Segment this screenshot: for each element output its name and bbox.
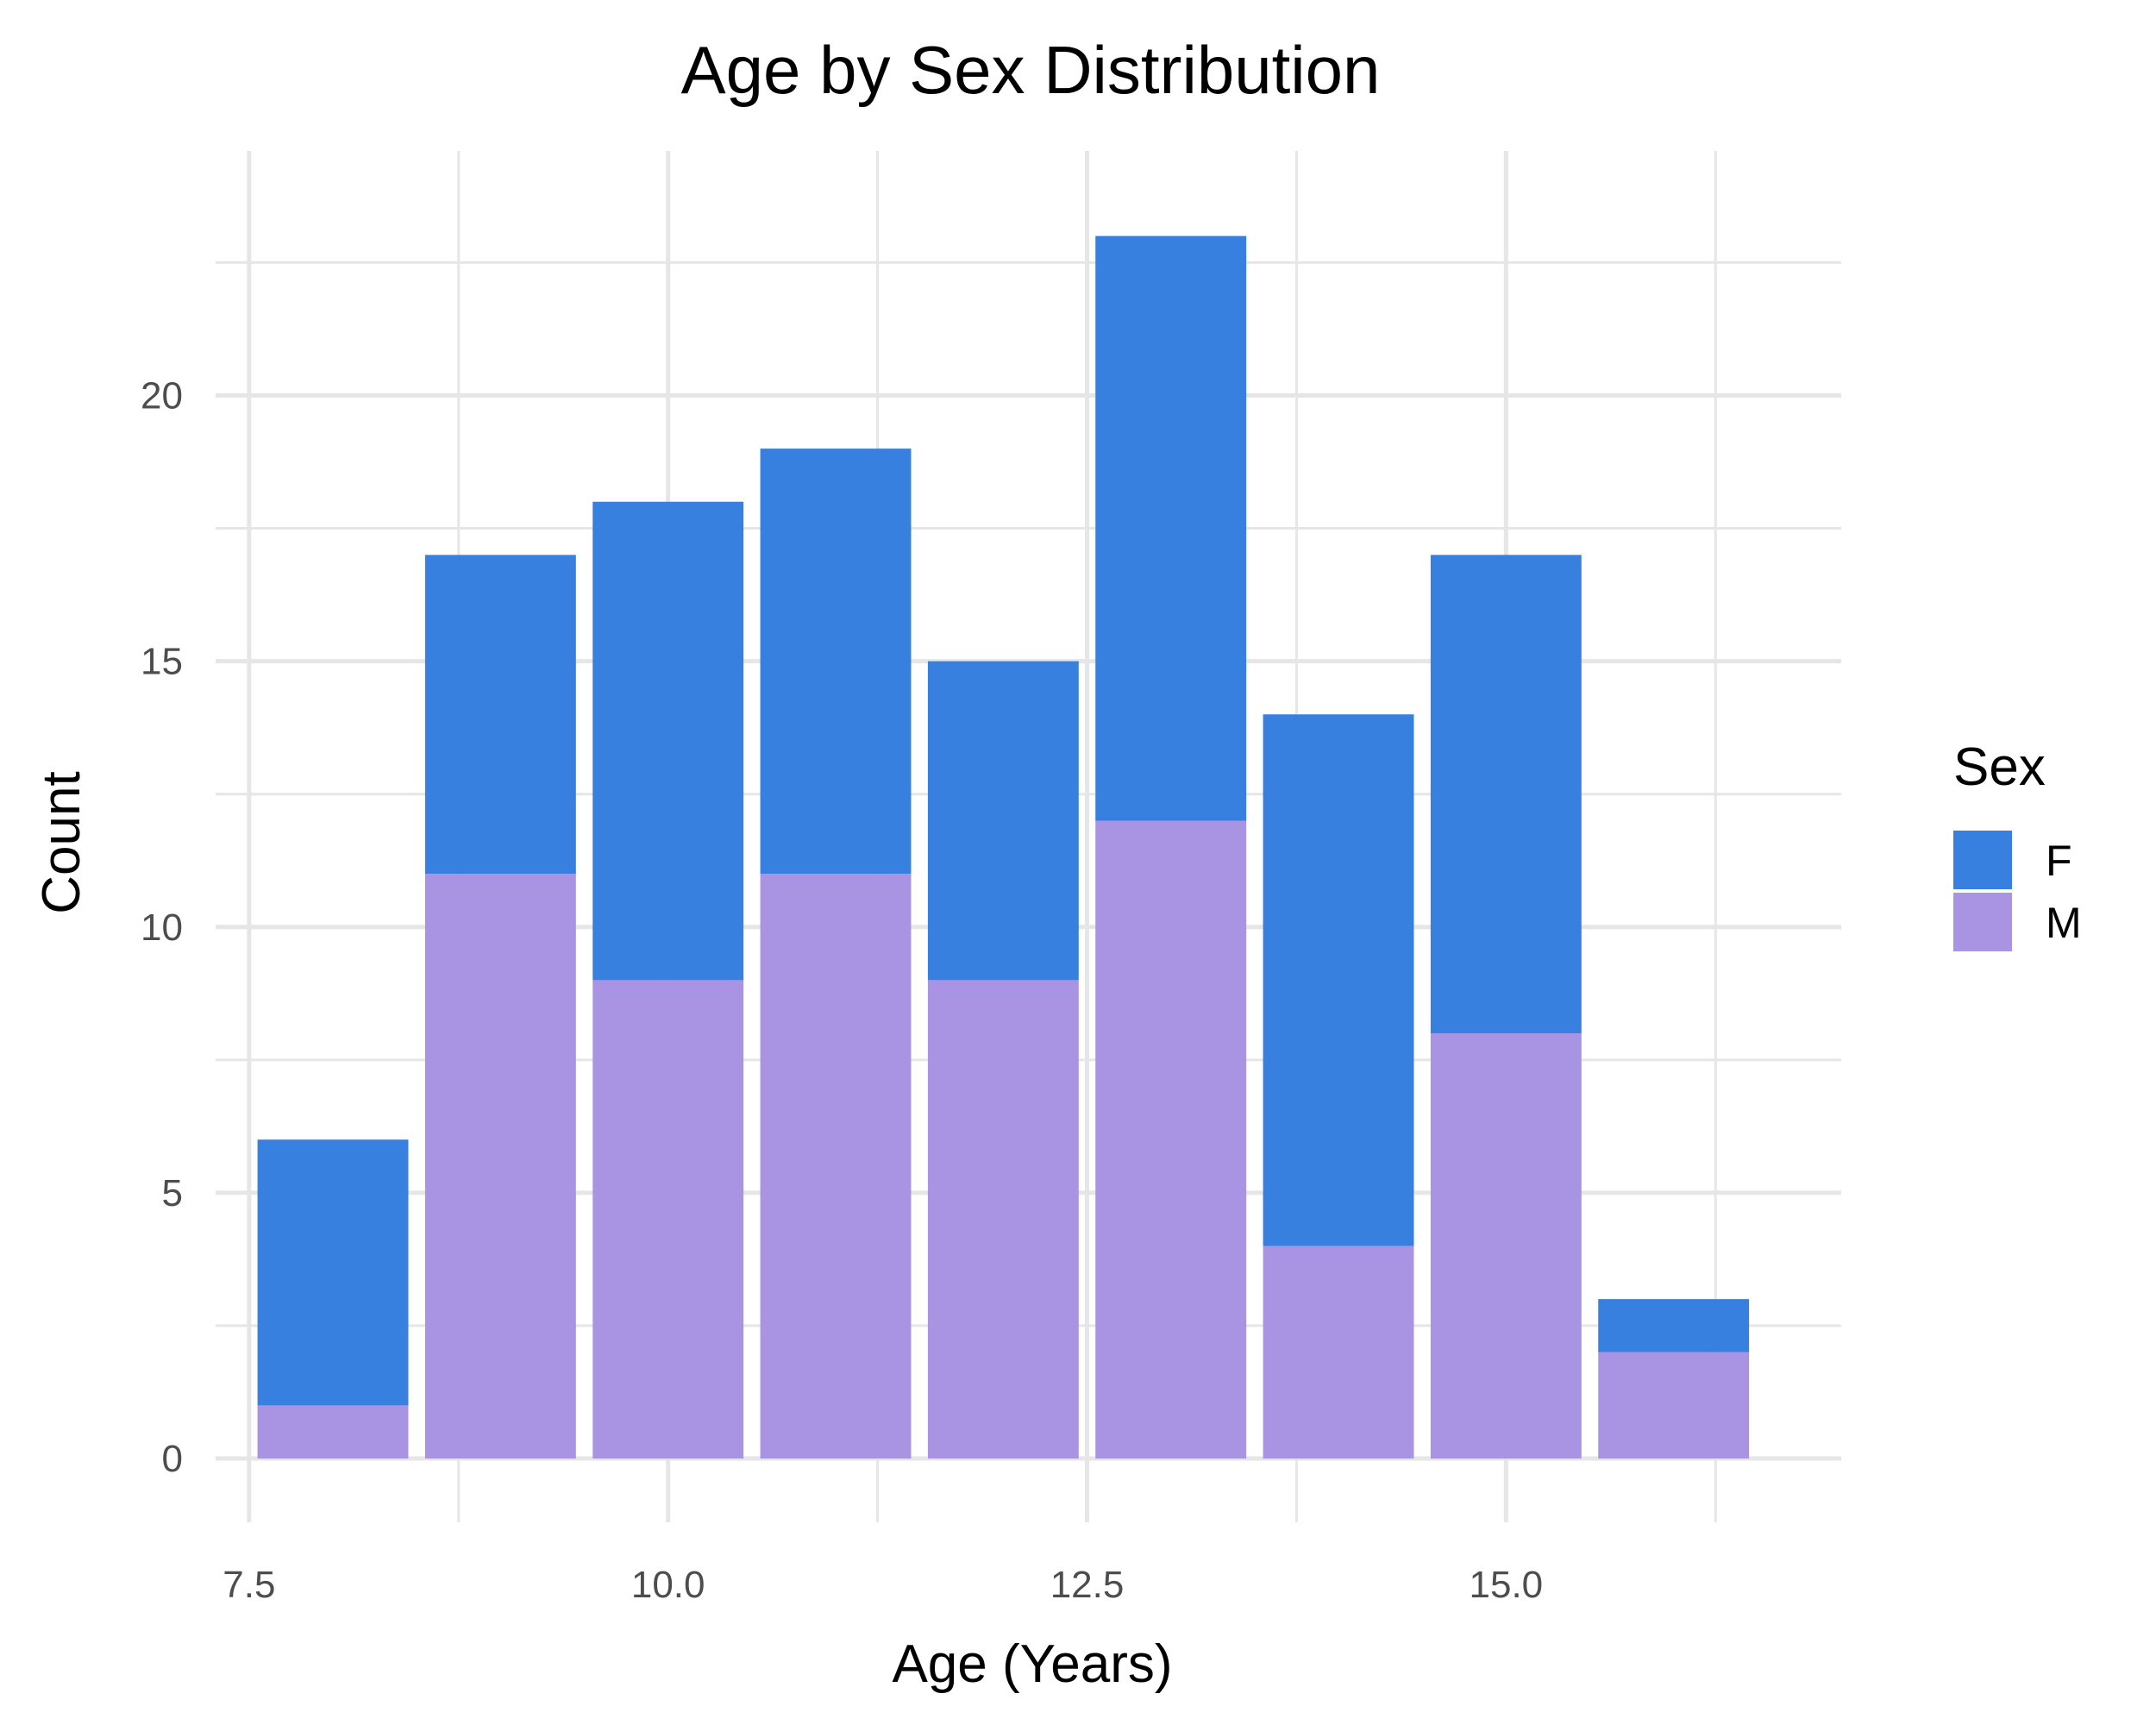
bar-f-age-16 xyxy=(1598,1299,1750,1352)
bar-f-age-13 xyxy=(1095,235,1247,821)
y-tick-label: 20 xyxy=(141,374,183,417)
bar-m-age-8 xyxy=(257,1405,409,1459)
bar-m-age-15 xyxy=(1430,1033,1582,1459)
y-tick-label: 0 xyxy=(162,1438,183,1480)
bar-f-age-14 xyxy=(1263,714,1414,1246)
legend-title: Sex xyxy=(1953,737,2046,797)
legend: Sex FM xyxy=(1953,737,2082,951)
legend-swatch-f xyxy=(1953,831,2012,889)
bar-f-age-10 xyxy=(592,501,744,981)
x-tick-label: 12.5 xyxy=(1050,1564,1125,1606)
bar-m-age-9 xyxy=(424,874,576,1459)
bar-m-age-16 xyxy=(1598,1352,1750,1459)
legend-swatch-m xyxy=(1953,893,2012,951)
bar-m-age-13 xyxy=(1095,820,1247,1459)
x-tick-label: 7.5 xyxy=(222,1564,275,1606)
y-axis-title: Count xyxy=(32,771,91,913)
legend-label-f: F xyxy=(2046,837,2072,885)
bar-m-age-11 xyxy=(760,874,912,1459)
bars xyxy=(257,235,1750,1459)
bar-f-age-11 xyxy=(760,448,912,875)
bar-f-age-8 xyxy=(257,1139,409,1406)
y-tick-label: 10 xyxy=(141,906,183,949)
bar-f-age-9 xyxy=(424,555,576,875)
bar-f-age-15 xyxy=(1430,555,1582,1034)
y-tick-label: 5 xyxy=(162,1172,183,1214)
bar-m-age-12 xyxy=(927,980,1079,1459)
bar-m-age-14 xyxy=(1263,1245,1414,1459)
legend-label-m: M xyxy=(2046,899,2082,947)
legend-items: FM xyxy=(1953,831,2082,951)
y-tick-label: 15 xyxy=(141,641,183,683)
x-tick-labels: 7.5 10.0 12.5 15.0 xyxy=(222,1564,1543,1606)
y-tick-labels: 0 5 10 15 20 xyxy=(141,374,183,1480)
x-tick-label: 10.0 xyxy=(631,1564,705,1606)
bar-f-age-12 xyxy=(927,661,1079,981)
bar-m-age-10 xyxy=(592,980,744,1459)
chart-title: Age by Sex Distribution xyxy=(681,32,1381,108)
x-axis-title: Age (Years) xyxy=(892,1634,1172,1694)
x-tick-label: 15.0 xyxy=(1470,1564,1544,1606)
